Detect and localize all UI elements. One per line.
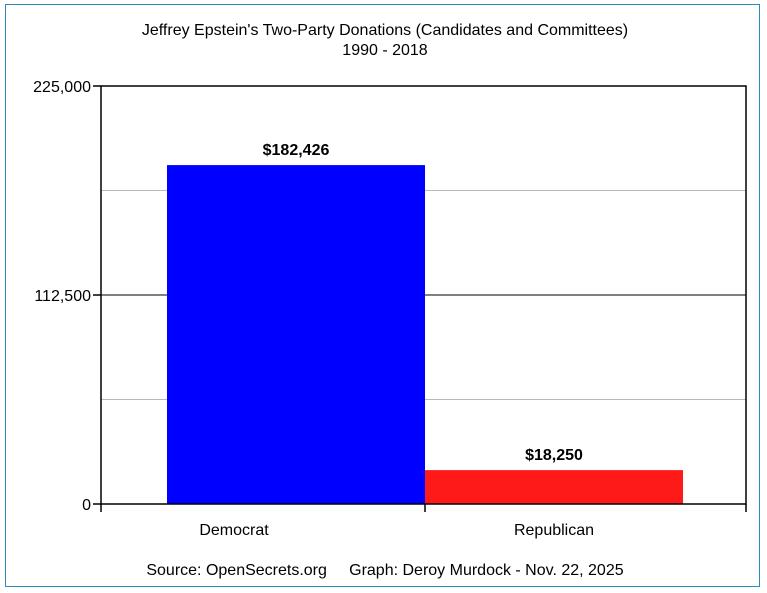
source-footer: Source: OpenSecrets.org Graph: Deroy Mur… bbox=[146, 562, 623, 579]
bars bbox=[167, 165, 683, 505]
bar-democrat bbox=[167, 165, 425, 505]
y-tick-label-2: 225,000 bbox=[33, 79, 91, 96]
labels: $182,426 Democrat $18,250 Republican 0 112,50… bbox=[33, 79, 594, 539]
data-label-republican: $18,250 bbox=[525, 447, 583, 464]
x-tick-label-republican: Republican bbox=[514, 522, 594, 539]
axes bbox=[93, 85, 747, 512]
bar-republican bbox=[425, 470, 683, 504]
y-tick-label-0: 0 bbox=[82, 497, 91, 514]
chart-subtitle: 1990 - 2018 bbox=[342, 42, 428, 59]
chart-title: Jeffrey Epstein's Two-Party Donations (C… bbox=[142, 22, 628, 39]
y-tick-label-1: 112,500 bbox=[34, 288, 91, 305]
chart-frame: Jeffrey Epstein's Two-Party Donations (C… bbox=[5, 4, 760, 587]
x-tick-label-democrat: Democrat bbox=[199, 522, 269, 539]
bar-chart: Jeffrey Epstein's Two-Party Donations (C… bbox=[33, 22, 747, 579]
data-label-democrat: $182,426 bbox=[263, 142, 330, 159]
